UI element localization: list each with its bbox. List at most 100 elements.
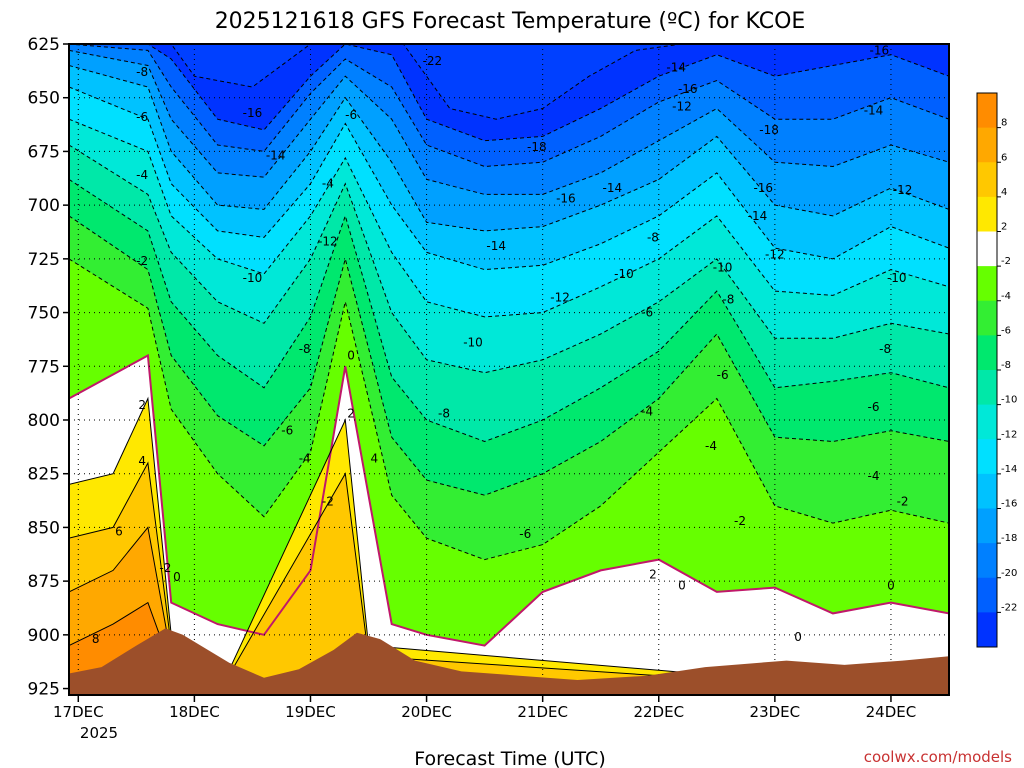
credit-text: coolwx.com/models	[864, 748, 1012, 766]
isotherm-6	[69, 526, 949, 695]
contour-label-5: -6	[136, 110, 148, 124]
contour-label-text: -10	[463, 336, 483, 350]
chart-title: 2025121618 GFS Forecast Temperature (ºC)…	[215, 9, 806, 34]
colorbar-label--4: -4	[1001, 291, 1011, 302]
contour-label-25: -10	[713, 260, 733, 274]
contour-label-41: 2	[347, 407, 355, 421]
colorbar-swatch-10	[977, 439, 997, 475]
colorbar-swatch-1	[977, 127, 997, 163]
contour-label-46: 4	[371, 452, 379, 466]
contour-label-8: -12	[672, 99, 692, 113]
contour-label-1: -16	[870, 43, 890, 57]
contour-label-51: -2	[734, 514, 746, 528]
contour-label-text: -2	[159, 561, 171, 575]
contour-label-43: -4	[705, 439, 717, 453]
x-tick-label-22DEC: 22DEC	[633, 703, 684, 721]
colorbar-swatch-2	[977, 162, 997, 198]
contour-label-0: -22	[423, 54, 443, 68]
colorbar-label--2: -2	[1001, 256, 1011, 267]
contour-label-text: 4	[371, 452, 379, 466]
contour-label-text: -8	[438, 407, 450, 421]
contour-label-38: -8	[438, 407, 450, 421]
contour-label-text: -22	[423, 54, 443, 68]
contour-label-28: -10	[887, 271, 907, 285]
contour-label-text: -12	[765, 248, 785, 262]
contour-label-24: -12	[765, 248, 785, 262]
contour-label-text: -6	[281, 424, 293, 438]
contour-label-37: 2	[138, 398, 146, 412]
contour-label-2: -8	[136, 65, 148, 79]
colorbar-label-2: 2	[1001, 222, 1007, 233]
y-tick-label-625: 625	[28, 35, 60, 55]
contour-label-13: -4	[136, 168, 148, 182]
contour-label-text: -12	[672, 99, 692, 113]
x-tick-label-21DEC: 21DEC	[517, 703, 568, 721]
y-tick-label-800: 800	[28, 411, 60, 431]
contour-label-text: -4	[641, 404, 653, 418]
contour-label-20: -12	[318, 235, 338, 249]
contour-label-text: -14	[266, 149, 286, 163]
y-tick-label-650: 650	[28, 89, 60, 109]
terrain-surface	[69, 628, 949, 695]
x-axis-label: Forecast Time (UTC)	[414, 748, 605, 768]
colorbar-label--22: -22	[1001, 602, 1017, 613]
contour-label-58: 8	[92, 632, 100, 646]
contour-label-text: -14	[864, 104, 884, 118]
x-tick-label-19DEC: 19DEC	[285, 703, 336, 721]
contour-label-27: -10	[243, 271, 263, 285]
contour-label-10: -18	[759, 123, 779, 137]
contour-label-text: 0	[887, 578, 895, 592]
contour-label-text: -12	[318, 235, 338, 249]
contour-label-text: -4	[136, 168, 148, 182]
contour-label-19: -14	[748, 209, 768, 223]
grid-lines	[69, 44, 949, 695]
y-tick-label-775: 775	[28, 357, 60, 377]
contour-label-text: -2	[136, 254, 148, 268]
contour-label-59: 0	[794, 630, 802, 644]
y-tick-label-875: 875	[28, 572, 60, 592]
x-tick-label-24DEC: 24DEC	[866, 703, 917, 721]
y-tick-label-925: 925	[28, 680, 60, 700]
contour-label-52: -6	[519, 527, 531, 541]
contour-label-54: 0	[173, 570, 181, 584]
contour-label-34: -8	[299, 342, 311, 356]
colorbar-label-6: 6	[1001, 152, 1007, 163]
contour-label-text: -14	[603, 181, 623, 195]
contour-label-16: -14	[603, 181, 623, 195]
contour-label-text: 6	[115, 525, 123, 539]
contour-label-3: -14	[666, 61, 686, 75]
contour-label-26: -10	[614, 267, 634, 281]
contour-label-text: 0	[347, 349, 355, 363]
contour-label-text: -6	[868, 400, 880, 414]
plot-frame	[68, 43, 950, 696]
contour-label-56: 0	[678, 578, 686, 592]
contour-label-text: -16	[870, 43, 890, 57]
contour-label-text: -18	[759, 123, 779, 137]
colorbar-label--20: -20	[1001, 568, 1017, 579]
contour-label-32: -10	[463, 336, 483, 350]
contour-label-31: -6	[641, 306, 653, 320]
contour-label-39: -4	[641, 404, 653, 418]
contour-label-22: -14	[486, 239, 506, 253]
colorbar-swatch-7	[977, 335, 997, 371]
y-axis: 625 650 675 700 725 750 775 800 825 850 875 900 925	[28, 35, 69, 700]
contour-label-text: -14	[486, 239, 506, 253]
colorbar-swatch-12	[977, 508, 997, 544]
colorbar-swatch-13	[977, 543, 997, 579]
band-4	[69, 463, 949, 695]
colorbar-swatch-6	[977, 300, 997, 336]
colorbar-label--16: -16	[1001, 499, 1017, 510]
contour-label-33: -8	[879, 342, 891, 356]
contour-label-4: -16	[678, 82, 698, 96]
contour-label-21: -8	[647, 230, 659, 244]
y-tick-label-850: 850	[28, 518, 60, 538]
contour-label-text: 0	[678, 578, 686, 592]
terrain	[69, 628, 949, 695]
contour-label-15: -16	[556, 192, 576, 206]
contour-label-text: -10	[713, 260, 733, 274]
contour-label-text: -16	[243, 106, 263, 120]
isotherm--14	[69, 65, 949, 232]
contour-label-text: -16	[753, 181, 773, 195]
contour-label-14: -4	[322, 177, 334, 191]
contour-label-29: -12	[550, 291, 570, 305]
